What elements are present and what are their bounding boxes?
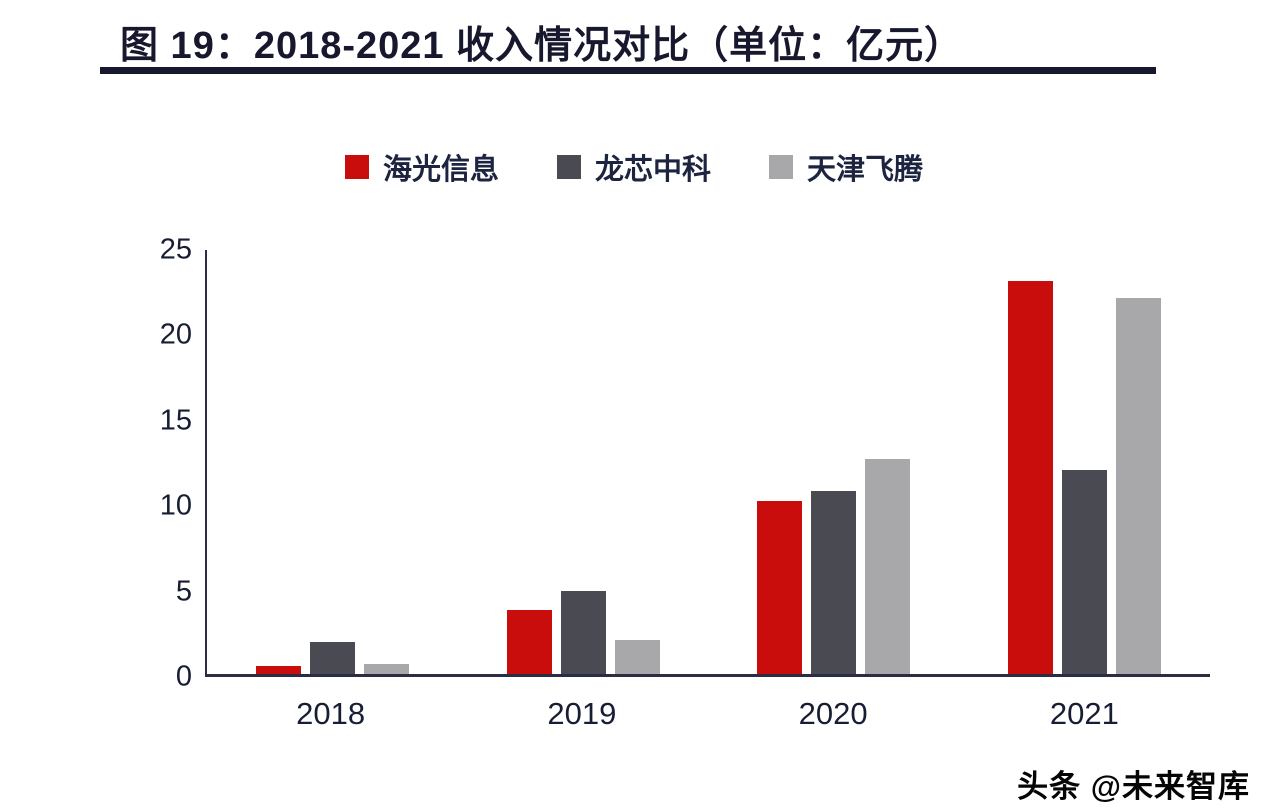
legend-label: 天津飞腾 <box>807 154 924 186</box>
bar-海光信息-2019 <box>506 609 552 674</box>
bar-天津飞腾-2021 <box>1116 297 1162 674</box>
legend-item-海光信息: 海光信息 <box>344 146 499 188</box>
y-tick-0: 0 <box>175 660 192 693</box>
y-tick-15: 15 <box>159 404 192 437</box>
bar-海光信息-2020 <box>757 501 803 674</box>
x-label-2021: 2021 <box>1049 696 1119 731</box>
y-tick-5: 5 <box>175 575 192 608</box>
legend-label: 海光信息 <box>382 154 499 186</box>
bar-group-2021 <box>1008 250 1162 674</box>
legend-swatch-icon <box>344 155 369 179</box>
y-axis: 0 5 10 15 20 25 <box>130 234 192 693</box>
bar-海光信息-2018 <box>255 665 301 674</box>
bar-chart-plot-area <box>205 250 1210 677</box>
bar-天津飞腾-2018 <box>363 663 409 674</box>
legend-label: 龙芯中科 <box>594 154 711 186</box>
bar-龙芯中科-2021 <box>1062 470 1108 674</box>
y-tick-25: 25 <box>159 233 192 266</box>
bar-group-2020 <box>757 250 911 674</box>
legend-item-龙芯中科: 龙芯中科 <box>556 146 711 188</box>
bar-天津飞腾-2020 <box>865 458 911 674</box>
y-tick-10: 10 <box>159 489 192 522</box>
y-tick-20: 20 <box>159 318 192 351</box>
bar-group-2018 <box>255 250 409 674</box>
figure-title: 图 19：2018-2021 收入情况对比（单位：亿元） <box>120 25 964 67</box>
bar-group-2019 <box>506 250 660 674</box>
legend-swatch-icon <box>769 155 793 179</box>
x-label-2018: 2018 <box>296 696 366 731</box>
x-label-2020: 2020 <box>798 696 868 731</box>
chart-legend: 海光信息 龙芯中科 天津飞腾 <box>0 146 1268 188</box>
x-label-2019: 2019 <box>547 696 617 731</box>
bar-龙芯中科-2019 <box>560 590 606 674</box>
legend-swatch-icon <box>556 155 581 179</box>
bar-天津飞腾-2019 <box>614 640 660 674</box>
legend-item-天津飞腾: 天津飞腾 <box>769 146 923 188</box>
bar-龙芯中科-2018 <box>309 641 355 674</box>
x-axis-labels: 2018 2019 2020 2021 <box>205 696 1210 732</box>
watermark: 头条 @未来智库 <box>1017 769 1250 804</box>
title-underline <box>100 67 1156 74</box>
bar-海光信息-2021 <box>1008 280 1054 674</box>
bar-龙芯中科-2020 <box>811 490 857 674</box>
